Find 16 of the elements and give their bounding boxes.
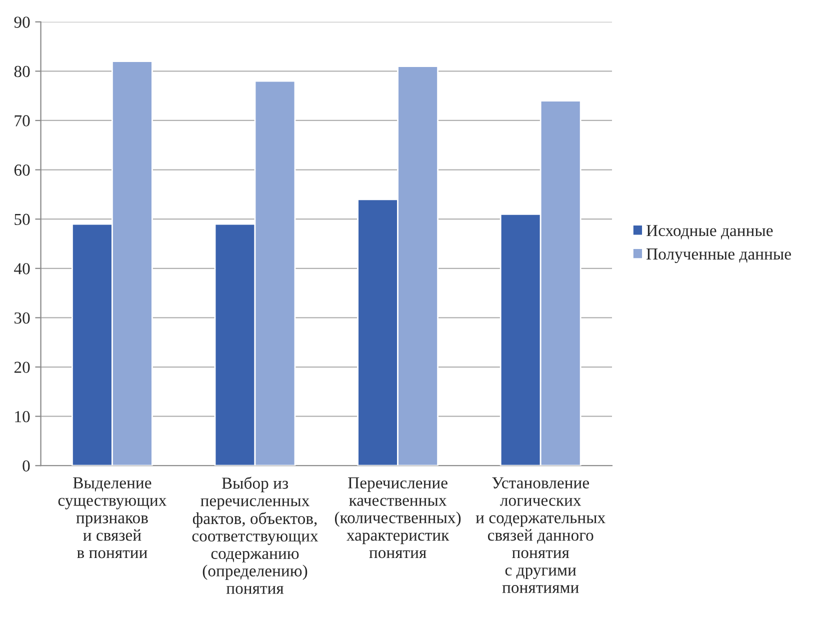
legend-label: Исходные данные	[646, 225, 773, 240]
y-tick-label: 90	[14, 16, 30, 28]
y-tick-label: 70	[14, 115, 30, 126]
x-tick-label: Выбор из перечисленных фактов, объектов, соответствующих содержанию (определению) понятия	[192, 476, 318, 594]
y-tick-label: 0	[22, 460, 30, 472]
y-tick-label: 20	[14, 362, 30, 373]
legend-label: Полученные данные	[646, 248, 791, 264]
y-tick-label: 10	[15, 411, 30, 422]
y-tick-label: 30	[14, 312, 30, 324]
y-tick-label: 60	[14, 164, 30, 176]
y-tick-label: 80	[14, 66, 30, 78]
y-tick-label: 50	[14, 214, 30, 226]
x-tick-label: Перечисление качественных (количественных) характеристик понятия	[334, 477, 461, 558]
y-tick-label: 40	[14, 263, 30, 274]
x-tick-label: Выделение существующих признаков и связей в понятии	[58, 477, 166, 558]
x-tick-label: Установление логических и содержательных связей данного понятия с другими понятиями	[476, 477, 606, 594]
